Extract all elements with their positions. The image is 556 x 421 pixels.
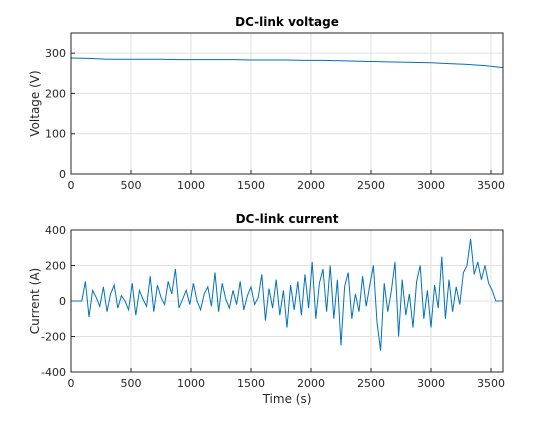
x-tick-label: 0 xyxy=(68,377,75,390)
x-tick-label: 2500 xyxy=(357,377,385,390)
x-tick-label: 3500 xyxy=(477,377,505,390)
x-tick-label: 1500 xyxy=(237,377,265,390)
y-axis-label: Voltage (V) xyxy=(28,70,42,136)
x-tick-label: 2500 xyxy=(357,179,385,192)
y-tick-label: 100 xyxy=(45,128,66,141)
data-line xyxy=(70,57,504,69)
x-tick-label: 1000 xyxy=(177,179,205,192)
x-tick-label: 500 xyxy=(121,179,142,192)
x-tick-label: 0 xyxy=(68,179,75,192)
y-axis-label: Current (A) xyxy=(28,268,42,334)
x-tick-label: 3500 xyxy=(477,179,505,192)
x-tick-label: 500 xyxy=(121,377,142,390)
y-tick-label: 200 xyxy=(45,87,66,100)
plot-area xyxy=(71,33,503,174)
y-tick-label: 300 xyxy=(45,47,66,60)
y-tick-label: 400 xyxy=(45,224,66,237)
axes-box xyxy=(70,229,504,373)
chart-title: DC-link current xyxy=(236,212,339,226)
y-tick-label: -400 xyxy=(41,366,66,379)
y-tick-label: 0 xyxy=(59,168,66,181)
x-tick-label: 1500 xyxy=(237,179,265,192)
chart-title: DC-link voltage xyxy=(235,15,339,29)
x-tick-label: 3000 xyxy=(417,179,445,192)
x-tick-label: 3000 xyxy=(417,377,445,390)
x-tick-label: 1000 xyxy=(177,377,205,390)
x-axis-label: Time (s) xyxy=(262,392,312,406)
x-tick-label: 2000 xyxy=(297,179,325,192)
axes-box xyxy=(70,32,504,175)
y-tick-label: -200 xyxy=(41,331,66,344)
x-tick-label: 2000 xyxy=(297,377,325,390)
y-tick-label: 200 xyxy=(45,260,66,273)
y-tick-label: 0 xyxy=(59,295,66,308)
data-line xyxy=(71,238,503,351)
